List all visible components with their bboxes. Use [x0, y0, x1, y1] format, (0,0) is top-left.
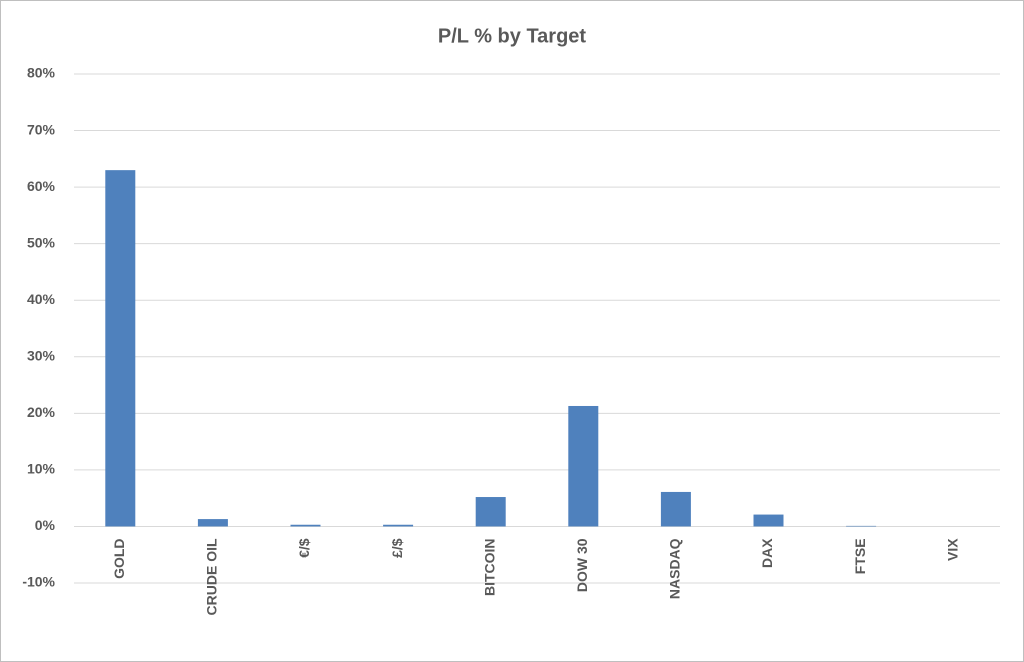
x-tick-label: DAX: [759, 538, 775, 568]
y-tick-label: 70%: [27, 121, 56, 137]
bar: [383, 524, 414, 527]
y-tick-label: 60%: [27, 178, 56, 194]
bar: [105, 170, 136, 527]
y-tick-label: 0%: [35, 517, 56, 533]
y-tick-label: 10%: [27, 461, 56, 477]
x-tick-label: VIX: [944, 538, 960, 561]
chart-title: P/L % by Target: [438, 25, 587, 47]
y-tick-label: 30%: [27, 347, 56, 363]
bar: [753, 514, 784, 527]
bar: [197, 519, 228, 527]
bar: [846, 525, 877, 527]
y-tick-label: 20%: [27, 404, 56, 420]
y-tick-label: -10%: [22, 574, 55, 590]
x-tick-label: FTSE: [852, 538, 868, 574]
x-tick-label: NASDAQ: [667, 538, 683, 599]
bar: [290, 524, 321, 527]
x-tick-label: £/$: [389, 538, 405, 558]
x-tick-label: CRUDE OIL: [204, 538, 220, 615]
x-tick-label: €/$: [296, 538, 312, 558]
bar: [568, 405, 599, 527]
x-tick-label: GOLD: [111, 538, 127, 578]
x-tick-label: DOW 30: [574, 538, 590, 592]
x-tick-label: BITCOIN: [481, 538, 497, 596]
y-tick-label: 50%: [27, 234, 56, 250]
y-tick-label: 40%: [27, 291, 56, 307]
y-tick-label: 80%: [27, 65, 56, 81]
bar: [660, 491, 691, 527]
bar: [475, 497, 506, 527]
